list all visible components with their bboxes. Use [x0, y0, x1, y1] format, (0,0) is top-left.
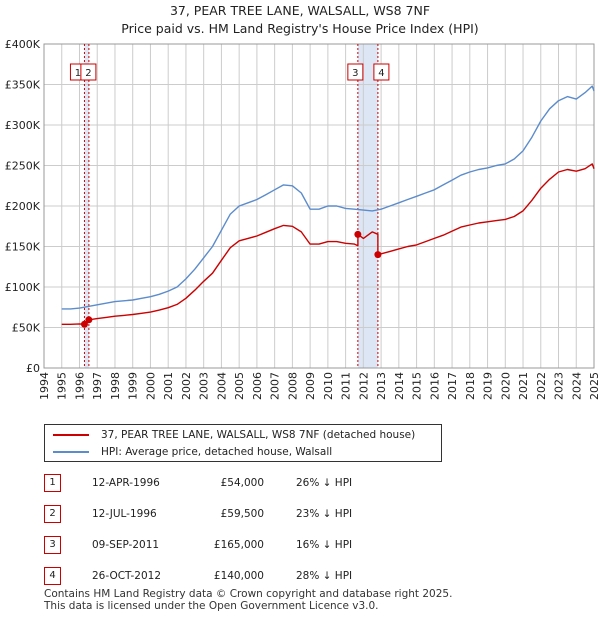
x-tick-label: 1998 [109, 372, 122, 400]
footer-copyright: Contains HM Land Registry data © Crown c… [44, 588, 453, 600]
sale-label-text: 1 [75, 68, 81, 79]
x-tick-label: 2017 [446, 372, 459, 400]
x-tick-label: 2005 [233, 372, 246, 400]
x-tick-label: 2022 [535, 372, 548, 400]
x-tick-label: 2018 [464, 372, 477, 400]
legend-swatch-hpi [53, 451, 89, 453]
x-tick-label: 2024 [570, 372, 583, 400]
y-tick-label: £150K [5, 241, 41, 254]
x-tick-label: 2003 [198, 372, 211, 400]
transaction-date: 26-OCT-2012 [92, 570, 161, 582]
transaction-number: 3 [44, 536, 61, 554]
x-tick-label: 2000 [144, 372, 157, 400]
transaction-price: £54,000 [220, 477, 264, 489]
footer-licence: This data is licensed under the Open Gov… [44, 600, 379, 612]
sale-label-box [347, 63, 364, 81]
sale-label-text: 2 [85, 68, 91, 79]
legend-swatch-property [53, 434, 89, 436]
x-tick-label: 2009 [304, 372, 317, 400]
x-axis-ticks: 1994 1995 1996 1997 1998 1999 2000 2001 2002 2003… [38, 372, 600, 400]
y-tick-label: £300K [5, 119, 41, 132]
y-tick-label: £250K [5, 160, 41, 173]
sale-point [80, 320, 88, 328]
legend-label-hpi: HPI: Average price, detached house, Wals… [101, 446, 333, 458]
grid-lines [43, 43, 595, 369]
x-tick-label: 2021 [517, 372, 530, 400]
y-tick-label: £200K [5, 200, 41, 213]
x-tick-label: 2025 [588, 372, 600, 400]
x-tick-label: 2023 [553, 372, 566, 400]
x-tick-label: 2013 [375, 372, 388, 400]
transaction-date: 09-SEP-2011 [92, 539, 160, 551]
x-tick-label: 1999 [127, 372, 140, 400]
transaction-hpi-diff: 26% ↓ HPI [296, 477, 353, 489]
y-tick-label: £350K [5, 79, 41, 92]
transaction-number: 4 [44, 567, 61, 585]
transaction-number: 1 [44, 474, 61, 492]
transaction-date: 12-APR-1996 [92, 477, 160, 489]
transaction-number: 2 [44, 505, 61, 523]
x-tick-label: 1996 [73, 372, 86, 400]
y-tick-label: £50K [12, 322, 41, 335]
transaction-hpi-diff: 28% ↓ HPI [296, 570, 353, 582]
transaction-price: £59,500 [220, 508, 264, 520]
plot-border [43, 43, 595, 369]
x-tick-label: 2015 [411, 372, 424, 400]
x-tick-label: 2006 [251, 372, 264, 400]
x-tick-label: 2001 [162, 372, 175, 400]
y-tick-label: £0 [26, 362, 40, 375]
legend: 37, PEAR TREE LANE, WALSALL, WS8 7NF (de… [44, 424, 442, 462]
y-tick-label: £400K [5, 38, 41, 51]
y-tick-label: £100K [5, 281, 41, 294]
x-tick-label: 1994 [38, 372, 51, 400]
transaction-hpi-diff: 23% ↓ HPI [296, 508, 353, 520]
x-tick-label: 2019 [482, 372, 495, 400]
chart-title: 37, PEAR TREE LANE, WALSALL, WS8 7NF Pri… [0, 2, 600, 38]
legend-item-hpi: HPI: Average price, detached house, Wals… [53, 444, 332, 460]
table-row: 4 26-OCT-2012 £140,000 28% ↓ HPI [44, 567, 404, 585]
footer: Contains HM Land Registry data © Crown c… [44, 588, 452, 612]
x-tick-label: 2020 [499, 372, 512, 400]
property-price-line [61, 163, 595, 325]
x-tick-label: 2010 [322, 372, 335, 400]
sale-label-box [373, 63, 390, 81]
transaction-price: £165,000 [213, 539, 264, 551]
x-tick-label: 2016 [428, 372, 441, 400]
x-tick-label: 1997 [91, 372, 104, 400]
y-axis-ticks: £0 £50K £100K £150K £200K £250K £300K £350K £400… [5, 38, 41, 375]
x-tick-label: 2014 [393, 372, 406, 400]
sale-label-text: 3 [352, 68, 358, 79]
sale-points [80, 230, 382, 328]
x-tick-label: 2004 [215, 372, 228, 400]
table-row: 2 12-JUL-1996 £59,500 23% ↓ HPI [44, 505, 404, 523]
table-row: 3 09-SEP-2011 £165,000 16% ↓ HPI [44, 536, 404, 554]
chart-subtitle: Price paid vs. HM Land Registry's House … [121, 21, 479, 36]
sale-point [374, 251, 382, 259]
x-tick-label: 2007 [269, 372, 282, 400]
sale-label-box [80, 63, 97, 81]
legend-label-property: 37, PEAR TREE LANE, WALSALL, WS8 7NF (de… [101, 429, 416, 441]
sale-marker-lines [83, 44, 379, 368]
series-lines [61, 85, 595, 325]
x-tick-label: 2002 [180, 372, 193, 400]
x-tick-label: 2012 [357, 372, 370, 400]
sale-point [85, 316, 93, 324]
transaction-date: 12-JUL-1996 [92, 508, 157, 520]
transaction-hpi-diff: 16% ↓ HPI [296, 539, 353, 551]
x-tick-label: 2011 [340, 372, 353, 400]
x-tick-label: 2008 [286, 372, 299, 400]
transaction-price: £140,000 [213, 570, 264, 582]
x-tick-label: 1995 [56, 372, 69, 400]
table-row: 1 12-APR-1996 £54,000 26% ↓ HPI [44, 474, 404, 492]
chart-title-line1: 37, PEAR TREE LANE, WALSALL, WS8 7NF [169, 3, 431, 18]
legend-item-property: 37, PEAR TREE LANE, WALSALL, WS8 7NF (de… [53, 427, 415, 443]
hpi-line [61, 85, 595, 310]
sale-point [354, 230, 362, 238]
sale-label-text: 4 [378, 68, 384, 79]
